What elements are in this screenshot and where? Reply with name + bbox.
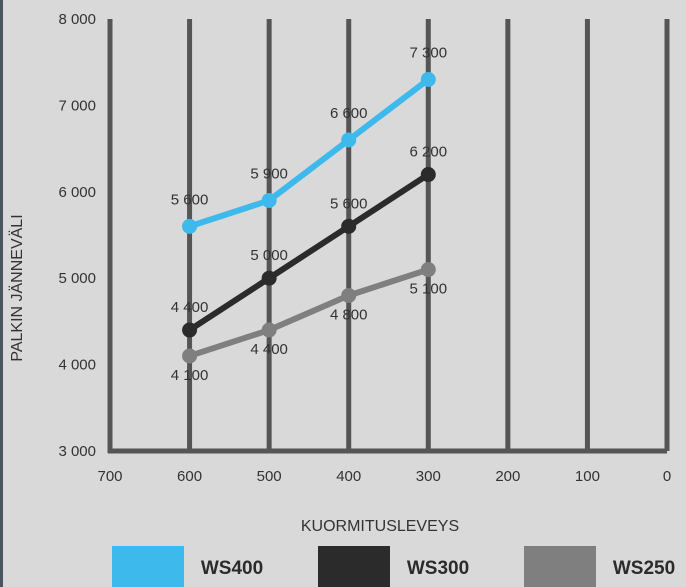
data-label-ws250: 4 100 <box>171 367 209 384</box>
data-point-ws250 <box>261 322 277 338</box>
data-label-ws400: 5 600 <box>171 191 209 208</box>
grid-lines <box>187 19 670 451</box>
left-border <box>0 0 3 587</box>
legend-swatch-ws300 <box>318 546 390 587</box>
data-label-ws400: 5 900 <box>250 165 288 182</box>
data-point-ws300 <box>420 167 436 183</box>
legend: WS400 WS300 WS250 <box>112 546 675 587</box>
legend-label-ws250: WS250 <box>613 558 675 579</box>
data-label-ws250: 5 100 <box>410 281 448 298</box>
data-label-ws250: 4 800 <box>330 306 368 323</box>
data-label-ws300: 6 200 <box>410 144 448 161</box>
x-tick-label: 200 <box>495 468 520 485</box>
y-axis-title: PALKIN JÄNNEVÄLI <box>8 214 26 361</box>
data-point-ws400 <box>182 218 198 234</box>
series-line-ws250 <box>186 266 432 359</box>
y-tick-label: 8 000 <box>58 11 96 28</box>
y-tick-label: 3 000 <box>58 443 96 460</box>
x-tick-label: 700 <box>97 468 122 485</box>
data-label-ws400: 6 600 <box>330 105 368 122</box>
data-point-ws250 <box>341 287 357 303</box>
x-tick-label: 500 <box>257 468 282 485</box>
data-point-ws250 <box>420 262 436 278</box>
y-tick-labels: 3 000 4 000 5 000 6 000 7 000 8 000 <box>58 11 96 460</box>
y-tick-label: 7 000 <box>58 97 96 114</box>
axes <box>107 19 667 454</box>
data-label-ws300: 5 000 <box>250 247 288 264</box>
y-tick-label: 4 000 <box>58 357 96 374</box>
data-point-ws300 <box>341 218 357 234</box>
series-line-ws300 <box>186 171 432 334</box>
data-labels: 5 600 5 900 6 600 7 300 4 400 5 000 5 600 6 200… <box>171 44 447 383</box>
x-tick-label: 300 <box>416 468 441 485</box>
legend-label-ws400: WS400 <box>201 558 263 579</box>
legend-swatch-ws250 <box>524 546 596 587</box>
x-tick-labels: 700 600 500 400 300 200 100 0 <box>97 468 671 485</box>
series-points <box>182 71 436 364</box>
y-tick-label: 5 000 <box>58 270 96 287</box>
data-point-ws400 <box>341 132 357 148</box>
x-tick-label: 100 <box>575 468 600 485</box>
x-axis-title: KUORMITUSLEVEYS <box>301 518 459 535</box>
legend-label-ws300: WS300 <box>407 558 469 579</box>
legend-swatch-ws400 <box>112 546 184 587</box>
data-label-ws250: 4 400 <box>250 341 288 358</box>
data-point-ws300 <box>261 270 277 286</box>
data-point-ws250 <box>182 348 198 364</box>
data-point-ws400 <box>261 192 277 208</box>
series-line-ws400 <box>186 76 432 230</box>
data-point-ws300 <box>182 322 198 338</box>
x-tick-label: 0 <box>663 468 671 485</box>
data-label-ws400: 7 300 <box>410 44 448 61</box>
data-label-ws300: 4 400 <box>171 299 209 316</box>
data-label-ws300: 5 600 <box>330 195 368 212</box>
x-tick-label: 600 <box>177 468 202 485</box>
series-lines <box>186 76 432 359</box>
y-tick-label: 6 000 <box>58 184 96 201</box>
data-point-ws400 <box>420 71 436 87</box>
x-tick-label: 400 <box>336 468 361 485</box>
